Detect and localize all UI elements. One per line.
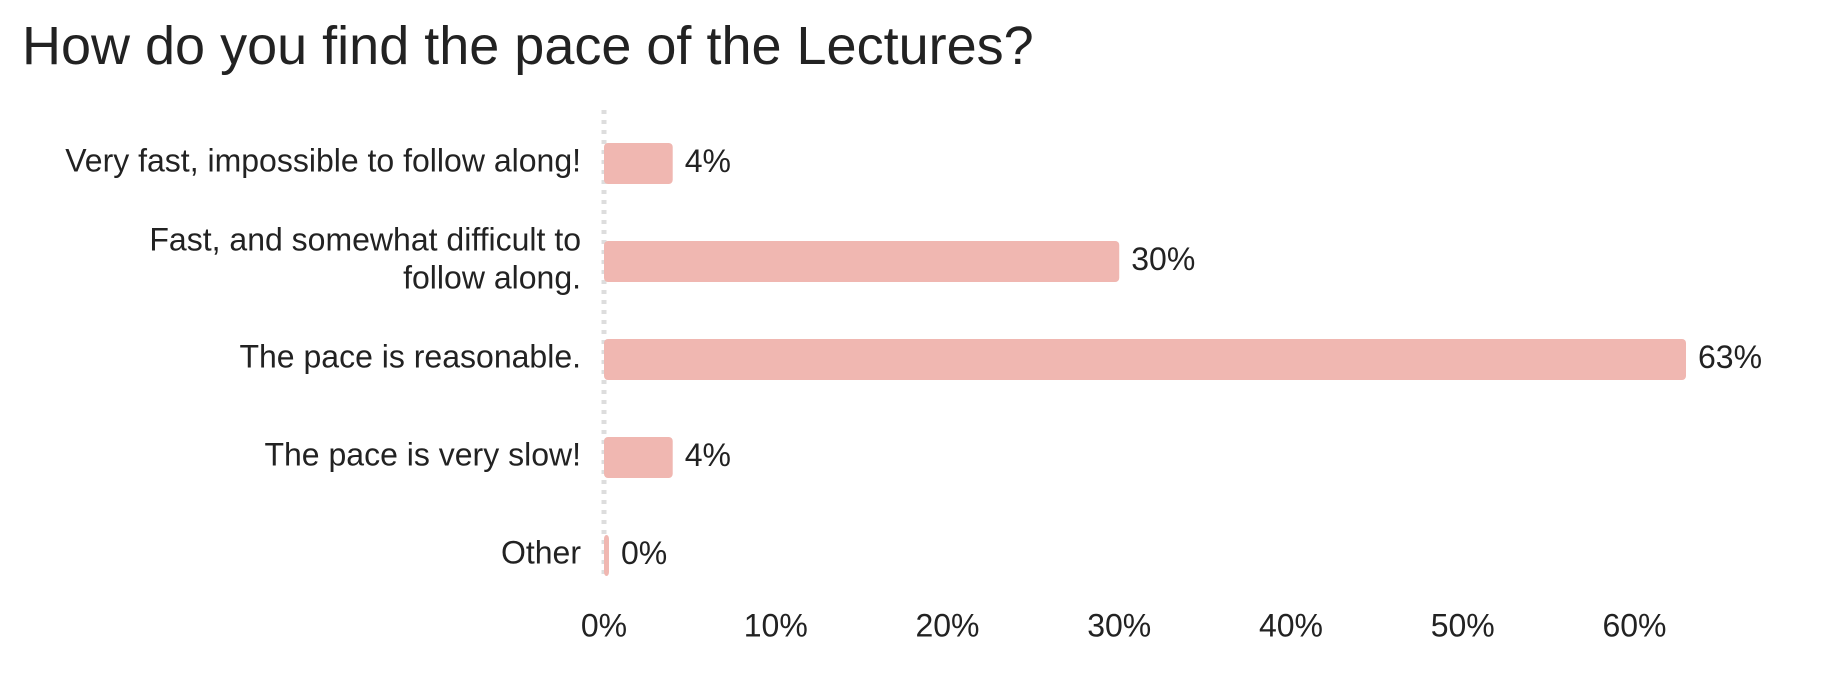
x-tick-label: 60% [1602,607,1666,643]
x-tick-label: 30% [1087,607,1151,643]
value-label: 0% [621,535,667,571]
bar [604,241,1120,282]
category-label: Other [501,535,581,571]
category-label: Very fast, impossible to follow along! [65,143,581,179]
value-label: 4% [685,143,731,179]
category-label-line: The pace is very slow! [264,437,581,473]
chart-title: How do you find the pace of the Lectures… [22,16,1034,76]
bar [604,143,673,184]
bar [604,339,1686,380]
value-label: 63% [1698,339,1762,375]
category-label: The pace is very slow! [264,437,581,473]
x-tick-label: 20% [915,607,979,643]
value-label: 30% [1131,241,1195,277]
x-tick-label: 10% [744,607,808,643]
category-label-line: Other [501,535,581,571]
x-tick-label: 50% [1431,607,1495,643]
category-label-line: Fast, and somewhat difficult to [149,222,581,258]
bar [604,437,673,478]
x-tick-label: 0% [581,607,627,643]
category-label-line: follow along. [403,260,581,296]
category-label-line: The pace is reasonable. [239,339,581,375]
x-tick-label: 40% [1259,607,1323,643]
category-label: Fast, and somewhat difficult to follow al… [149,222,581,296]
bar [604,535,609,576]
category-label: The pace is reasonable. [239,339,581,375]
category-label-line: Very fast, impossible to follow along! [65,143,581,179]
value-label: 4% [685,437,731,473]
